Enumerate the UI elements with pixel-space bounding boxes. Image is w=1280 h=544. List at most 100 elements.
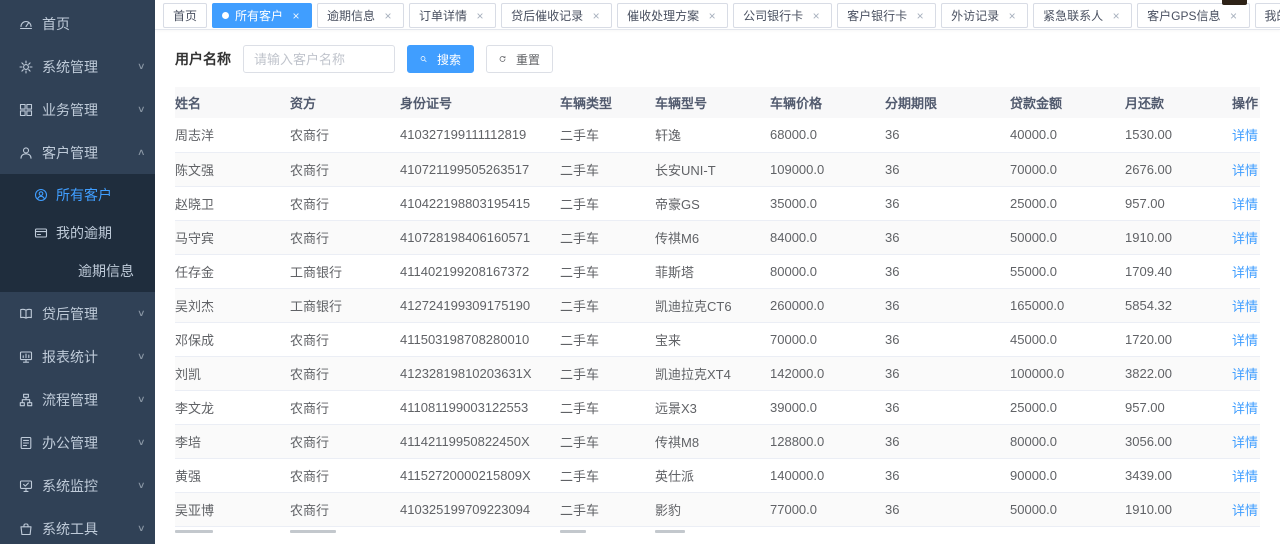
screen-edge-artifact bbox=[1222, 0, 1247, 5]
cell-vehicle-price: 80000.0 bbox=[770, 254, 885, 289]
cell-vehicle-price: 84000.0 bbox=[770, 220, 885, 255]
chevron-down-icon: ∨ bbox=[137, 104, 146, 114]
tab-field-visit-records[interactable]: 外访记录 × bbox=[941, 3, 1029, 28]
cell-monthly-payment: 957.00 bbox=[1125, 186, 1230, 221]
tab-label: 催收处理方案 bbox=[627, 9, 700, 23]
detail-link[interactable]: 详情 bbox=[1231, 400, 1258, 416]
table-row-partial bbox=[175, 526, 1260, 534]
tab-my-todo[interactable]: 我的待办× bbox=[1254, 3, 1280, 28]
chevron-down-icon: ∨ bbox=[137, 437, 146, 447]
tab-customer-bank-card[interactable]: 客户银行卡 × bbox=[837, 3, 937, 28]
tab-emergency-contacts[interactable]: 紧急联系人 × bbox=[1033, 3, 1133, 28]
sidebar-item-label: 系统监控 bbox=[42, 477, 98, 494]
table-header-cell: 车辆类型 bbox=[560, 87, 655, 118]
sidebar-item-report-stats[interactable]: 报表统计 ∨ bbox=[0, 335, 155, 378]
reset-button[interactable]: 重置 bbox=[486, 45, 554, 73]
sidebar-item-system-monitor[interactable]: 系统监控 ∨ bbox=[0, 464, 155, 507]
search-button[interactable]: 搜索 bbox=[407, 45, 475, 73]
tab-order-detail[interactable]: 订单详情 × bbox=[409, 3, 497, 28]
detail-link[interactable]: 详情 bbox=[1231, 196, 1258, 212]
tab-close-icon[interactable]: × bbox=[292, 8, 300, 23]
tab-post-loan-collection-records[interactable]: 贷后催收记录 × bbox=[501, 3, 613, 28]
tab-all-customers[interactable]: 所有客户 × bbox=[212, 3, 313, 28]
cell-action: 详情 bbox=[1230, 322, 1260, 357]
cell-installment-term: 36 bbox=[885, 492, 1010, 527]
tab-close-icon[interactable]: × bbox=[1112, 8, 1120, 23]
clipped-text-fragment bbox=[655, 529, 685, 533]
tab-close-icon[interactable]: × bbox=[1229, 8, 1237, 23]
cell-funder: 农商行 bbox=[290, 220, 400, 255]
cell-monthly-payment: 1530.00 bbox=[1125, 118, 1230, 153]
cell-id-number: 41152720000215809X bbox=[400, 458, 560, 493]
cell-vehicle-price: 68000.0 bbox=[770, 118, 885, 153]
clipped-text-fragment bbox=[560, 529, 586, 533]
detail-link[interactable]: 详情 bbox=[1231, 162, 1258, 178]
tab-customer-gps-info[interactable]: 客户GPS信息 × bbox=[1137, 3, 1250, 28]
sidebar: 首页 系统管理 ∨ 业务管理 ∨ 客户管理 ∧ 所有客户 我的逾期 逾期信息 贷后管理 ∨ 报表统计 ∨ 流… bbox=[0, 0, 155, 544]
tab-close-icon[interactable]: × bbox=[592, 8, 600, 23]
tab-home[interactable]: 首页 bbox=[163, 3, 208, 28]
tab-close-icon[interactable]: × bbox=[916, 8, 924, 23]
cell-funder: 工商银行 bbox=[290, 254, 400, 289]
sidebar-item-customer-mgmt[interactable]: 客户管理 ∧ bbox=[0, 131, 155, 174]
user-icon bbox=[18, 145, 33, 160]
sidebar-item-system-mgmt[interactable]: 系统管理 ∨ bbox=[0, 45, 155, 88]
chevron-down-icon: ∨ bbox=[137, 480, 146, 490]
cell-vehicle-price: 260000.0 bbox=[770, 288, 885, 323]
tab-overdue-info[interactable]: 逾期信息 × bbox=[317, 3, 405, 28]
sidebar-subitem-my-overdue[interactable]: 我的逾期 bbox=[0, 214, 155, 252]
tab-label: 公司银行卡 bbox=[743, 9, 804, 23]
tab-close-icon[interactable]: × bbox=[476, 8, 484, 23]
detail-link[interactable]: 详情 bbox=[1231, 332, 1258, 348]
cell-vehicle-type: 二手车 bbox=[560, 424, 655, 459]
tab-close-icon[interactable]: × bbox=[384, 8, 392, 23]
cell-vehicle-type: 二手车 bbox=[560, 288, 655, 323]
sidebar-subitem-all-customers[interactable]: 所有客户 bbox=[0, 176, 155, 214]
detail-link[interactable]: 详情 bbox=[1231, 128, 1258, 144]
cell-vehicle-model: 宝来 bbox=[655, 322, 770, 357]
cell-installment-term: 36 bbox=[885, 356, 1010, 391]
tab-close-icon[interactable]: × bbox=[1008, 8, 1016, 23]
sidebar-subitem-label: 所有客户 bbox=[56, 187, 112, 203]
tab-collection-plans[interactable]: 催收处理方案 × bbox=[617, 3, 729, 28]
cell-monthly-payment: 1910.00 bbox=[1125, 492, 1230, 527]
book-icon bbox=[18, 306, 33, 321]
detail-link[interactable]: 详情 bbox=[1231, 366, 1258, 382]
customer-name-input[interactable] bbox=[243, 45, 395, 73]
cell-name: 周志洋 bbox=[175, 118, 290, 153]
monitor-icon bbox=[18, 478, 33, 493]
detail-link[interactable]: 详情 bbox=[1231, 298, 1258, 314]
sidebar-item-process-mgmt[interactable]: 流程管理 ∨ bbox=[0, 378, 155, 421]
tools-icon bbox=[18, 521, 33, 536]
sidebar-item-system-tools[interactable]: 系统工具 ∨ bbox=[0, 507, 155, 544]
detail-link[interactable]: 详情 bbox=[1231, 230, 1258, 246]
sidebar-item-business-mgmt[interactable]: 业务管理 ∨ bbox=[0, 88, 155, 131]
table-header-row: 姓名 资方 身份证号 车辆类型 车辆型号 车辆价格 分期期限 贷款金额 月还款 操作 bbox=[175, 87, 1260, 118]
sidebar-item-post-loan-mgmt[interactable]: 贷后管理 ∨ bbox=[0, 292, 155, 335]
cell-vehicle-model: 帝豪GS bbox=[655, 186, 770, 221]
cell-installment-term: 36 bbox=[885, 424, 1010, 459]
sidebar-item-office-mgmt[interactable]: 办公管理 ∨ bbox=[0, 421, 155, 464]
tab-close-icon[interactable]: × bbox=[708, 8, 716, 23]
detail-link[interactable]: 详情 bbox=[1231, 264, 1258, 280]
detail-link[interactable]: 详情 bbox=[1231, 468, 1258, 484]
cell-id-number: 411402199208167372 bbox=[400, 254, 560, 289]
tab-company-bank-card[interactable]: 公司银行卡 × bbox=[733, 3, 833, 28]
card-icon bbox=[34, 226, 48, 241]
cell-funder: 农商行 bbox=[290, 424, 400, 459]
cell-funder: 工商银行 bbox=[290, 288, 400, 323]
cell-installment-term: 36 bbox=[885, 288, 1010, 323]
cell-installment-term: 36 bbox=[885, 390, 1010, 425]
cell-action: 详情 bbox=[1230, 254, 1260, 289]
table-row: 吴亚博 农商行 410325199709223094 二手车 影豹 77000.0 36 50… bbox=[175, 492, 1260, 527]
detail-link[interactable]: 详情 bbox=[1231, 434, 1258, 450]
cell-installment-term: 36 bbox=[885, 254, 1010, 289]
table-row: 李培 农商行 41142119950822450X 二手车 传祺M8 128800.0 36… bbox=[175, 424, 1260, 459]
sidebar-subitem-overdue-info[interactable]: 逾期信息 bbox=[0, 252, 155, 290]
sidebar-item-label: 报表统计 bbox=[42, 348, 98, 365]
sidebar-item-home[interactable]: 首页 bbox=[0, 2, 155, 45]
cell-vehicle-price: 142000.0 bbox=[770, 356, 885, 391]
sidebar-subitem-label: 逾期信息 bbox=[78, 263, 134, 279]
tab-close-icon[interactable]: × bbox=[812, 8, 820, 23]
detail-link[interactable]: 详情 bbox=[1231, 502, 1258, 518]
